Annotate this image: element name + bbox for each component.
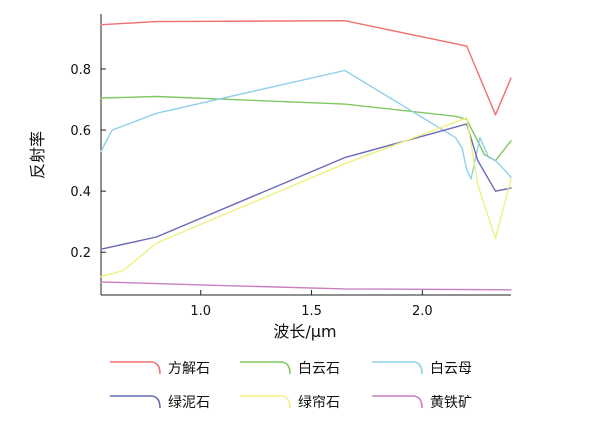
x-axis-title: 波长/μm [273,322,336,341]
y-tick-label: 0.6 [70,124,91,139]
legend-item-2: 白云石 [240,361,340,377]
legend-label: 白云母 [430,361,472,377]
legend-label: 方解石 [168,361,210,377]
series-lines [100,20,512,291]
legend-item-4: 绿泥石 [110,395,210,411]
legend-label: 黄铁矿 [430,394,472,411]
legend-label: 白云石 [298,361,340,377]
x-tick-label: 1.0 [190,304,211,319]
legend-swatch [110,395,161,409]
legend-label: 绿泥石 [168,395,210,411]
legend-item-3: 白云母 [372,361,472,377]
x-tick-label: 2.0 [412,304,433,319]
legend-item-1: 方解石 [110,361,210,377]
legend-swatch [110,361,161,375]
legend-swatch [372,395,423,409]
y-axis-title: 反射率 [28,131,47,179]
series-line-3 [100,69,512,180]
legend-item-5: 绿帘石 [240,395,340,411]
legend-item-6: 黄铁矿 [372,394,472,411]
series-line-1 [100,20,512,116]
y-tick-label: 0.4 [70,185,91,200]
y-tick-label: 0.2 [70,246,91,261]
legend-label: 绿帘石 [298,395,340,411]
axes: 1.0 1.5 2.0 0.2 0.4 0.6 0.8 [70,14,511,319]
series-line-4 [100,123,512,250]
y-tick-label: 0.8 [70,63,91,78]
series-line-5 [100,117,512,278]
legend-swatch [240,395,291,409]
series-line-6 [100,281,512,291]
legend-swatch [240,361,291,375]
legend-swatch [372,361,423,375]
x-tick-label: 1.5 [301,304,322,319]
